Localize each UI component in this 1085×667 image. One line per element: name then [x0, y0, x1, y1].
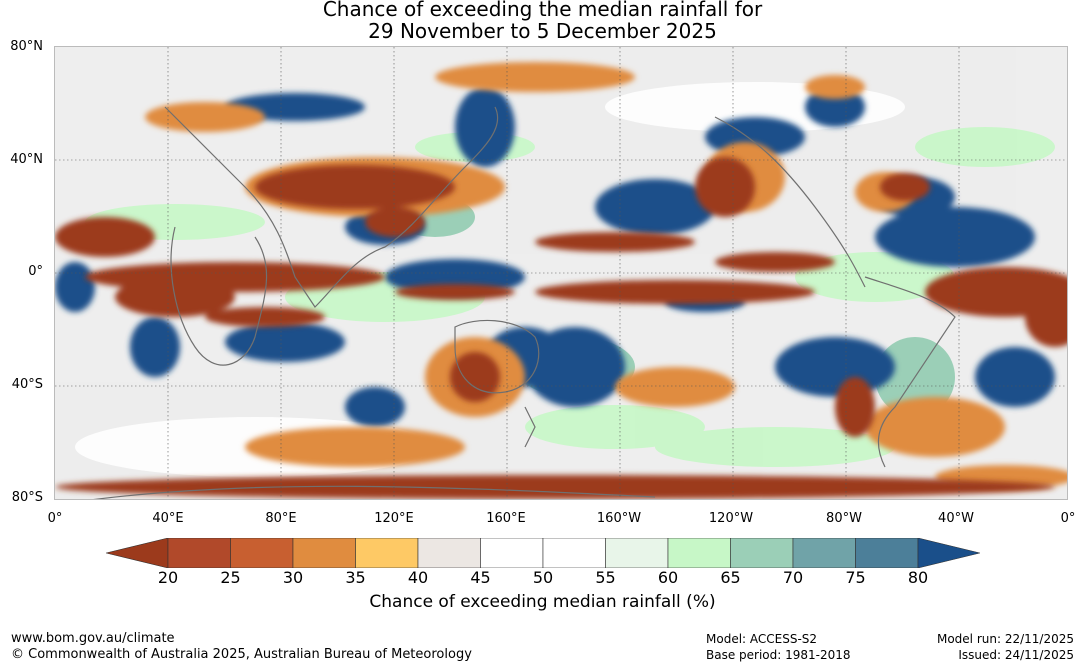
- colorbar-tick-40: 40: [407, 568, 429, 587]
- colorbar-cell-25-30: [230, 538, 294, 568]
- map-title-line1: Chance of exceeding the median rainfall …: [322, 0, 763, 21]
- lat-label-80s: 80°S: [11, 490, 43, 505]
- footer-url: www.bom.gov.au/climate: [11, 631, 175, 646]
- colorbar-tick-55: 55: [595, 568, 616, 587]
- lat-label-0: 0°: [28, 264, 43, 279]
- lon-label-160w: 160°W: [596, 511, 642, 526]
- footer-base-period: Base period: 1981-2018: [706, 648, 851, 662]
- colorbar-cell-50-55: [542, 538, 606, 568]
- coastlines: [93, 106, 956, 499]
- lat-label-40n: 40°N: [10, 152, 43, 167]
- colorbar-label: Chance of exceeding median rainfall (%): [369, 592, 716, 612]
- colorbar-tick-25: 25: [220, 568, 241, 587]
- colorbar-tick-50: 50: [532, 568, 554, 587]
- lon-label-160e: 160°E: [486, 511, 526, 526]
- colorbar-cell-75-80: [855, 538, 919, 568]
- colorbar-tick-30: 30: [282, 568, 304, 587]
- green-shading: [85, 127, 1055, 467]
- lon-label-80e: 80°E: [265, 511, 297, 526]
- colorbar: [106, 538, 980, 568]
- colorbar-tick-35: 35: [345, 568, 366, 587]
- footer-model: Model: ACCESS-S2: [706, 632, 818, 646]
- lon-label-80w: 80°W: [826, 511, 862, 526]
- lon-label-0-right: 0°: [1060, 511, 1076, 526]
- lat-label-80n: 80°N: [10, 39, 43, 54]
- colorbar-under-triangle: [106, 538, 169, 568]
- rainfall-probability-map: [54, 46, 1068, 500]
- lon-label-40w: 40°W: [938, 511, 974, 526]
- colorbar-over-triangle: [917, 538, 980, 568]
- lat-label-40s: 40°S: [11, 377, 43, 392]
- colorbar-tick-80: 80: [907, 568, 929, 587]
- colorbar-cell-30-35: [292, 538, 356, 568]
- colorbar-tick-20: 20: [157, 568, 179, 587]
- footer-model-run: Model run: 22/11/2025: [936, 632, 1074, 646]
- colorbar-tick-65: 65: [720, 568, 741, 587]
- colorbar-tick-60: 60: [657, 568, 679, 587]
- footer-issued: Issued: 24/11/2025: [958, 648, 1074, 662]
- colorbar-cell-35-40: [355, 538, 419, 568]
- colorbar-tick-75: 75: [845, 568, 866, 587]
- brown-shading: [55, 157, 1067, 499]
- colorbar-cell-65-70: [730, 538, 794, 568]
- map-title-line2: 29 November to 5 December 2025: [368, 19, 717, 43]
- footer-copyright: © Commonwealth of Australia 2025, Austra…: [11, 647, 472, 662]
- colorbar-cell-45-50: [480, 538, 544, 568]
- lon-label-0-left: 0°: [47, 511, 63, 526]
- colorbar-cell-55-60: [605, 538, 669, 568]
- lon-label-40e: 40°E: [152, 511, 184, 526]
- colorbar-tick-45: 45: [470, 568, 491, 587]
- gridlines: [55, 47, 1067, 499]
- colorbar-cell-20-25: [167, 538, 231, 568]
- colorbar-cell-60-65: [667, 538, 731, 568]
- lon-label-120e: 120°E: [374, 511, 414, 526]
- colorbar-tick-70: 70: [782, 568, 804, 587]
- colorbar-cell-70-75: [792, 538, 856, 568]
- lon-label-120w: 120°W: [708, 511, 754, 526]
- colorbar-cell-40-45: [417, 538, 481, 568]
